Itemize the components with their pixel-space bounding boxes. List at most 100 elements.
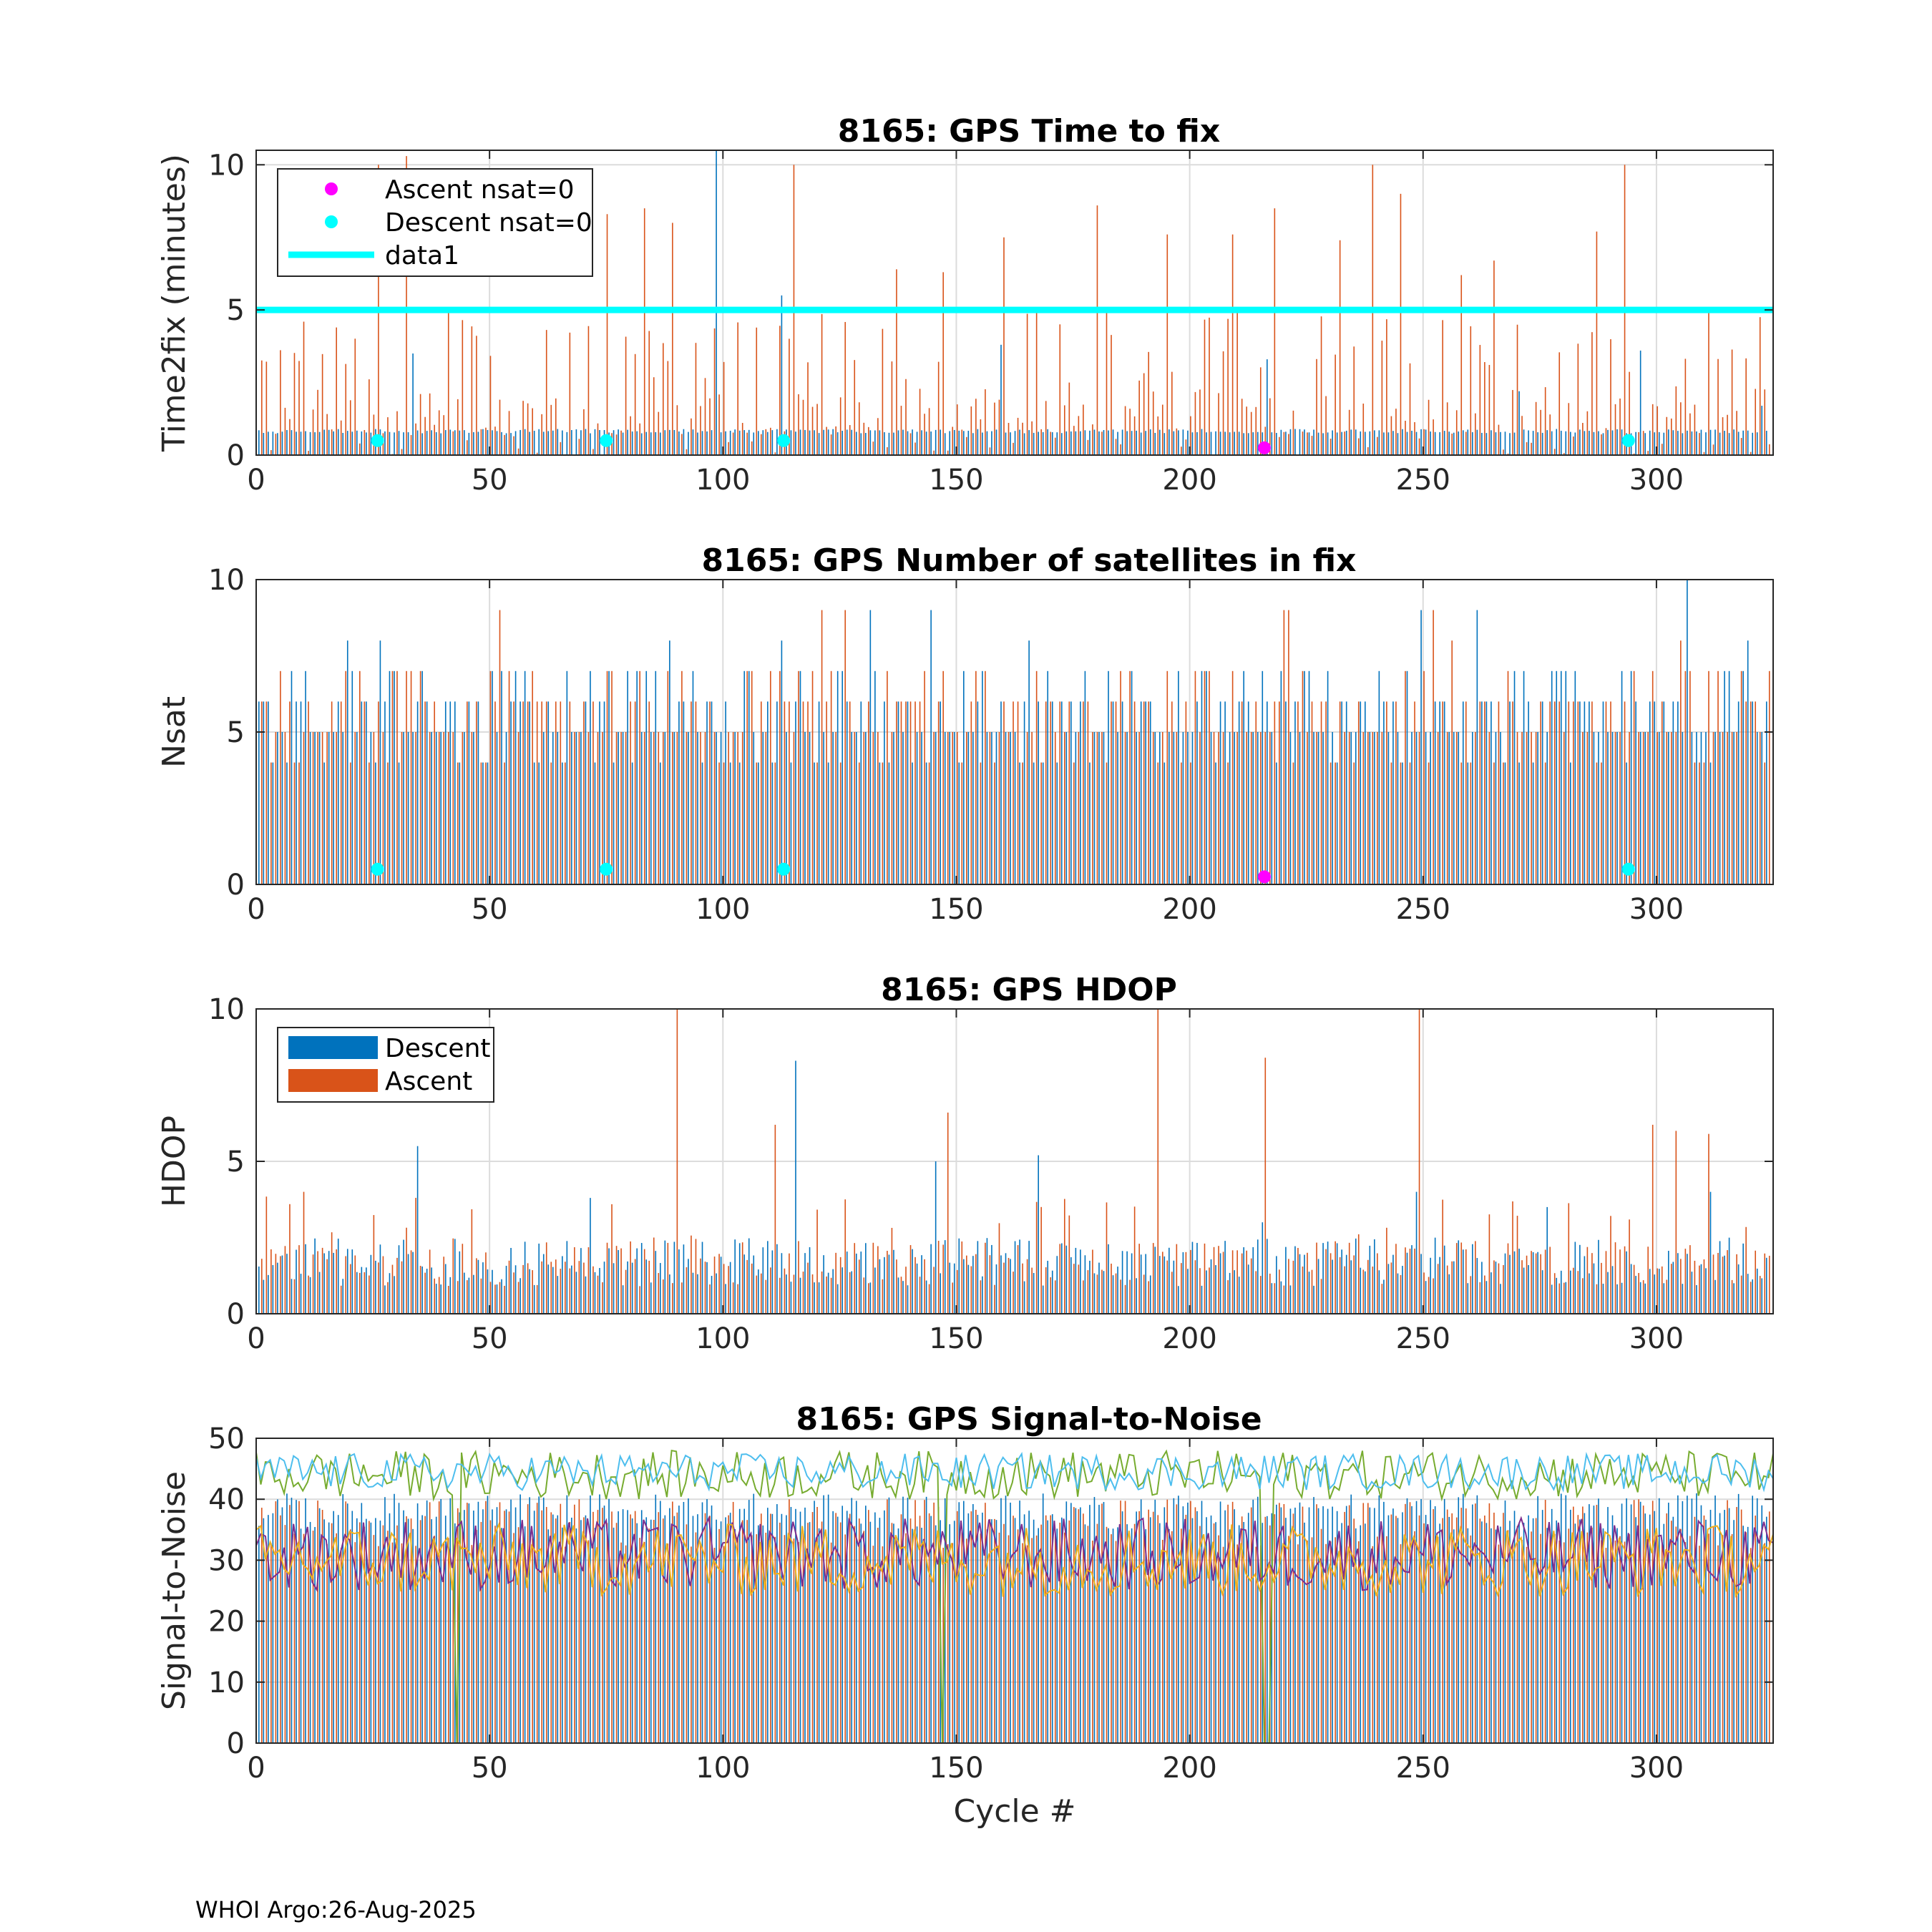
ascent-bar	[658, 411, 660, 455]
descent-bar	[1593, 1506, 1595, 1743]
ascent-bar	[672, 223, 673, 455]
ascent-bar	[704, 1513, 706, 1743]
descent-bar	[1070, 1257, 1072, 1314]
ascent-bar	[709, 1516, 711, 1743]
descent-bar	[967, 1264, 970, 1314]
descent-bar	[1402, 762, 1403, 884]
descent-bar	[1047, 429, 1049, 455]
descent-bar	[1145, 1529, 1147, 1743]
ascent-bar	[858, 1518, 860, 1743]
descent-bar	[1654, 432, 1656, 455]
descent-bar	[1495, 1529, 1497, 1743]
descent-bar	[1267, 359, 1268, 455]
descent-bar	[1611, 732, 1614, 884]
ascent-bar	[887, 670, 888, 884]
ascent-bar	[718, 394, 720, 455]
ascent-bar	[658, 1512, 660, 1743]
descent-bar	[963, 431, 965, 455]
descent-bar	[1126, 1524, 1128, 1743]
ascent-bar	[909, 701, 912, 884]
ascent-bar	[1455, 410, 1458, 455]
descent-bar	[1696, 431, 1697, 455]
ascent-bar	[284, 407, 286, 455]
ascent-bar	[1759, 1535, 1761, 1743]
descent-bar	[1136, 1278, 1137, 1314]
descent-bar	[473, 732, 474, 884]
descent-bar	[1495, 1262, 1497, 1314]
descent-bar	[1234, 1509, 1235, 1743]
ascent-bar	[1152, 732, 1154, 884]
ascent-bar	[1017, 701, 1019, 884]
ascent-bar	[681, 1541, 683, 1743]
descent-bar	[930, 431, 932, 455]
descent-bar	[1294, 1246, 1296, 1314]
descent-bar	[1537, 732, 1538, 884]
descent-bar	[944, 1240, 946, 1314]
descent-bar	[590, 670, 591, 884]
descent-bar	[823, 1495, 824, 1743]
descent-bar	[678, 1249, 680, 1314]
ascent-bar	[826, 1537, 827, 1743]
descent-bar	[552, 430, 554, 455]
ascent-bar	[1507, 1530, 1509, 1743]
ascent-bar	[1680, 1259, 1682, 1314]
descent-nsat0-marker	[600, 434, 613, 447]
ascent-bar	[839, 762, 841, 884]
ascent-bar	[798, 1241, 799, 1314]
ascent-bar	[1194, 670, 1196, 884]
descent-bar	[1579, 701, 1581, 884]
ascent-bar	[1231, 670, 1234, 884]
descent-bar	[1392, 1508, 1394, 1743]
descent-bar	[1345, 1254, 1347, 1314]
ascent-bar	[1605, 428, 1607, 455]
ascent-bar	[1199, 1526, 1201, 1743]
ascent-bar	[891, 732, 893, 884]
ascent-bar	[1596, 762, 1598, 884]
ascent-bar	[1755, 389, 1757, 455]
descent-bar	[1262, 670, 1264, 884]
ascent-bar	[1241, 1516, 1243, 1743]
ascent-bar	[578, 1261, 580, 1314]
descent-bar	[1336, 1243, 1338, 1314]
descent-bar	[1173, 1498, 1175, 1743]
descent-bar	[566, 431, 568, 455]
ascent-bar	[340, 1548, 342, 1743]
descent-bar	[1626, 1498, 1627, 1743]
descent-bar	[1570, 762, 1571, 884]
ascent-bar	[989, 732, 991, 884]
descent-bar	[305, 1498, 306, 1743]
ascent-bar	[419, 394, 421, 455]
ascent-bar	[630, 701, 631, 884]
descent-bar	[599, 701, 600, 884]
ascent-bar	[1083, 1513, 1084, 1743]
descent-bar	[1467, 1283, 1469, 1314]
descent-bar	[967, 732, 970, 884]
ascent-bar	[1437, 1264, 1439, 1314]
ascent-bar	[839, 1257, 841, 1314]
ascent-bar	[434, 701, 435, 884]
ascent-bar	[639, 1538, 640, 1743]
ascent-bar	[1768, 1511, 1770, 1743]
descent-bar	[356, 1272, 358, 1314]
descent-bar	[1607, 1507, 1609, 1743]
descent-bar	[697, 1514, 698, 1743]
ascent-bar	[1353, 762, 1355, 884]
y-tick-label: 0	[227, 439, 245, 472]
ascent-bar	[565, 762, 566, 884]
descent-bar	[1140, 1254, 1142, 1314]
legend-label: Ascent nsat=0	[385, 175, 575, 205]
descent-bar	[963, 1259, 965, 1314]
snr-line-3	[256, 1515, 1773, 1592]
descent-bar	[1206, 1517, 1207, 1743]
ascent-bar	[504, 1511, 505, 1743]
descent-bar	[836, 670, 839, 884]
ascent-bar	[345, 1501, 347, 1743]
ascent-bar	[1680, 402, 1682, 455]
descent-bar	[640, 1510, 643, 1743]
descent-bar	[716, 1273, 717, 1314]
descent-bar	[664, 732, 666, 884]
descent-bar	[1028, 640, 1030, 884]
descent-bar	[501, 431, 502, 455]
descent-bar	[743, 430, 746, 455]
ascent-bar	[1283, 1285, 1285, 1314]
